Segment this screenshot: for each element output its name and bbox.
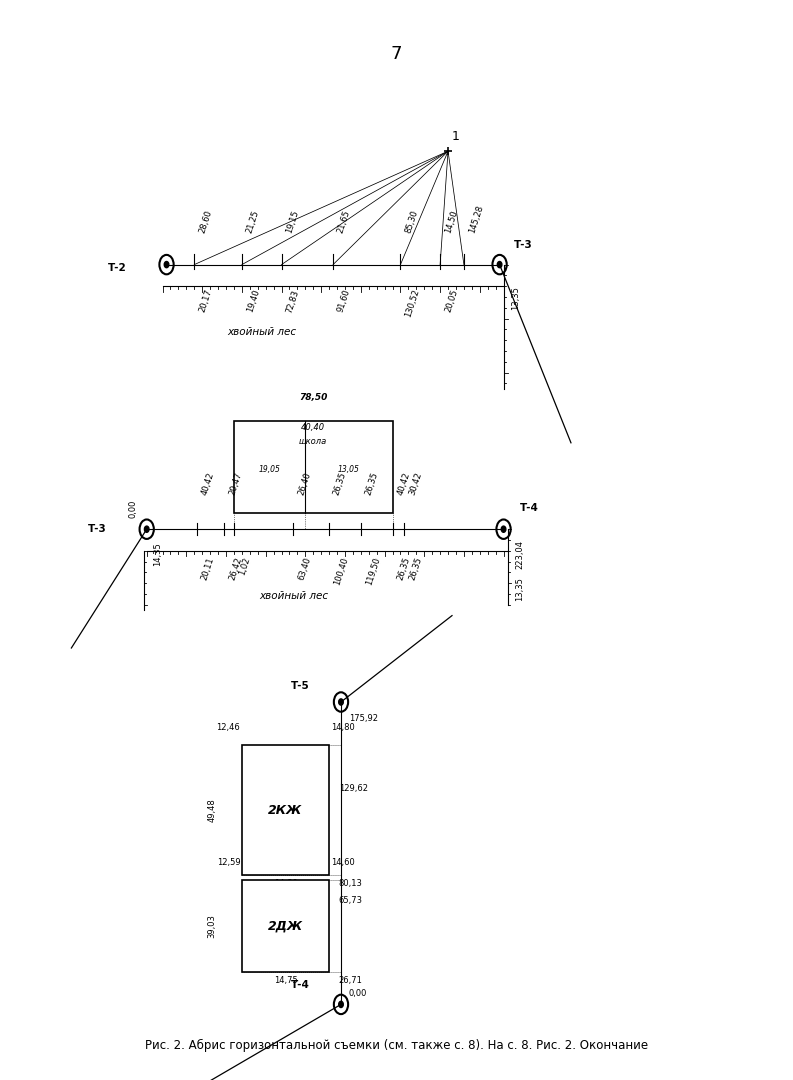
Text: 78,50: 78,50 <box>299 393 328 402</box>
Text: 20,47: 20,47 <box>228 472 243 497</box>
Text: 175,92: 175,92 <box>349 715 378 724</box>
Circle shape <box>339 1001 343 1008</box>
Text: хвойный лес: хвойный лес <box>259 592 328 602</box>
Text: Т-3: Т-3 <box>514 240 533 251</box>
Text: 49,48: 49,48 <box>207 798 216 822</box>
Text: 19,40: 19,40 <box>245 288 261 313</box>
Circle shape <box>339 699 343 705</box>
Text: 19,15: 19,15 <box>285 210 301 234</box>
Text: 26,42: 26,42 <box>228 556 243 581</box>
Text: Т-4: Т-4 <box>519 502 538 513</box>
Circle shape <box>144 526 149 532</box>
Text: 2КЖ: 2КЖ <box>268 804 303 816</box>
Text: 14,50: 14,50 <box>443 210 459 234</box>
Text: 20,17: 20,17 <box>197 288 213 313</box>
Text: 129,62: 129,62 <box>339 784 368 793</box>
Bar <box>234 421 393 513</box>
Text: 19,05: 19,05 <box>259 464 281 474</box>
Text: Т-3: Т-3 <box>88 524 107 535</box>
Text: 14,35: 14,35 <box>153 542 162 566</box>
Text: 30,42: 30,42 <box>408 472 423 497</box>
Text: 28,60: 28,60 <box>197 208 213 234</box>
Text: 12,59: 12,59 <box>216 859 240 867</box>
Text: 65,73: 65,73 <box>339 896 362 905</box>
Text: 91,60: 91,60 <box>336 288 352 313</box>
Circle shape <box>497 261 502 268</box>
Bar <box>242 745 329 875</box>
Text: 14,60: 14,60 <box>331 859 354 867</box>
Text: 39,03: 39,03 <box>207 914 216 939</box>
Text: 119,50: 119,50 <box>364 556 381 586</box>
Circle shape <box>501 526 506 532</box>
Text: 14,75: 14,75 <box>274 976 297 985</box>
Text: 13,05: 13,05 <box>338 464 360 474</box>
Text: 26,35: 26,35 <box>364 471 380 497</box>
Text: 13,35: 13,35 <box>511 286 520 310</box>
Text: 0,00: 0,00 <box>349 989 367 998</box>
Bar <box>242 880 329 972</box>
Text: 72,83: 72,83 <box>285 288 301 314</box>
Text: 21,25: 21,25 <box>245 210 261 234</box>
Text: 26,40: 26,40 <box>297 472 312 497</box>
Text: 7: 7 <box>391 45 402 64</box>
Text: 2ДЖ: 2ДЖ <box>268 919 303 933</box>
Text: Т-5: Т-5 <box>290 680 309 691</box>
Text: 26,35: 26,35 <box>332 471 348 497</box>
Text: 1: 1 <box>452 131 460 144</box>
Text: 80,13: 80,13 <box>339 879 362 888</box>
Text: Т-4: Т-4 <box>290 980 309 990</box>
Text: Т-2: Т-2 <box>108 262 127 273</box>
Text: 100,40: 100,40 <box>332 556 350 586</box>
Text: Рис. 2. Абрис горизонтальной съемки (см. также с. 8). На с. 8. Рис. 2. Окончание: Рис. 2. Абрис горизонтальной съемки (см.… <box>145 1039 648 1052</box>
Text: 63,40: 63,40 <box>297 556 312 582</box>
Text: 223,04: 223,04 <box>515 540 524 569</box>
Text: 130,52: 130,52 <box>404 288 421 319</box>
Text: 40,42: 40,42 <box>396 472 412 497</box>
Text: 40,42: 40,42 <box>200 472 216 497</box>
Text: 85,30: 85,30 <box>404 208 419 234</box>
Text: 145,28: 145,28 <box>467 204 485 234</box>
Text: 26,35: 26,35 <box>396 556 412 582</box>
Text: 14,80: 14,80 <box>331 724 354 732</box>
Text: 0,00: 0,00 <box>128 500 138 518</box>
Text: 13,35: 13,35 <box>515 578 524 602</box>
Text: 1,02: 1,02 <box>237 556 251 577</box>
Text: 12,46: 12,46 <box>216 724 240 732</box>
Text: 20,11: 20,11 <box>200 556 216 581</box>
Text: 14,80: 14,80 <box>274 879 297 888</box>
Text: хвойный лес: хвойный лес <box>227 327 297 337</box>
Text: 40,40: 40,40 <box>301 423 325 432</box>
Circle shape <box>164 261 169 268</box>
Text: 20,05: 20,05 <box>443 288 459 313</box>
Text: школа: школа <box>299 437 328 446</box>
Text: 26,35: 26,35 <box>408 556 423 582</box>
Text: 26,71: 26,71 <box>339 976 362 985</box>
Text: 21,65: 21,65 <box>336 210 352 234</box>
